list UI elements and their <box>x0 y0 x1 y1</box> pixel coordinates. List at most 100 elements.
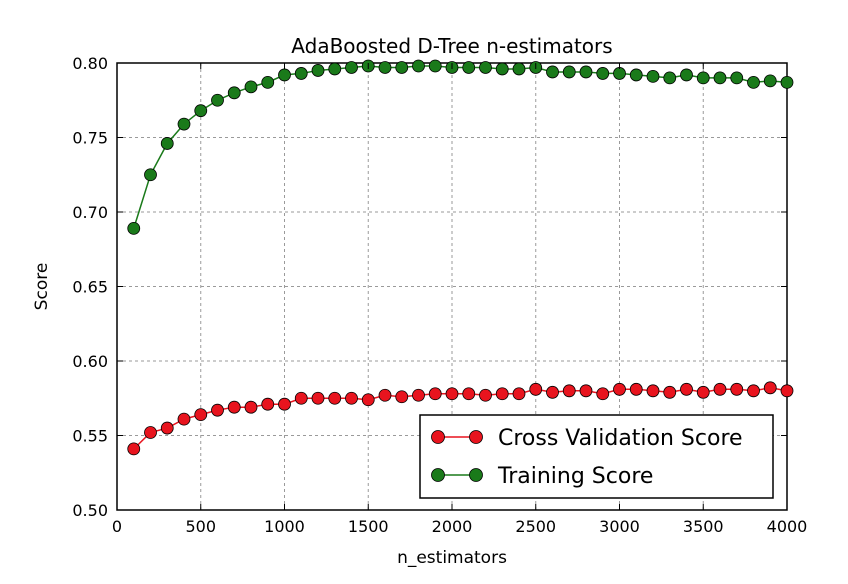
data-point <box>244 80 258 94</box>
data-point <box>730 382 744 396</box>
data-point <box>160 137 174 150</box>
data-point <box>361 393 375 407</box>
data-point <box>412 59 425 73</box>
data-point <box>194 104 208 118</box>
data-point <box>495 387 509 401</box>
data-point <box>412 388 425 402</box>
data-point <box>780 75 794 89</box>
ticks: 0 500 1000 1500 2000 2500 3000 3500 4000 0.50 0.55… <box>72 54 807 536</box>
data-point <box>127 221 141 235</box>
data-point <box>780 384 794 398</box>
data-point <box>579 384 593 398</box>
legend-marker <box>431 430 445 444</box>
series-line <box>133 387 788 450</box>
data-point <box>428 387 442 401</box>
data-point <box>512 62 526 76</box>
legend-marker <box>469 430 483 444</box>
data-point <box>160 421 174 435</box>
data-point <box>512 387 526 401</box>
data-point <box>395 61 409 74</box>
series-layer <box>127 59 794 456</box>
data-point <box>345 61 358 74</box>
x-tick-label: 1500 <box>348 517 389 536</box>
data-point <box>546 65 559 79</box>
data-point <box>696 385 710 399</box>
x-tick-label: 2500 <box>515 517 556 536</box>
legend-marker <box>431 468 445 482</box>
data-point <box>395 390 409 404</box>
x-tick-label: 4000 <box>767 517 808 536</box>
data-point <box>629 68 643 82</box>
x-tick-label: 2000 <box>432 517 473 536</box>
data-point <box>646 384 660 398</box>
series-line <box>133 65 788 229</box>
legend-marker <box>469 468 483 482</box>
y-tick-label: 0.70 <box>72 203 108 222</box>
data-point <box>194 408 208 422</box>
data-point <box>562 65 576 79</box>
y-axis-label: Score <box>32 263 52 311</box>
data-point <box>445 387 459 401</box>
data-point <box>428 59 442 73</box>
y-tick-label: 0.50 <box>72 501 108 520</box>
data-point <box>596 67 610 80</box>
data-point <box>345 391 358 405</box>
data-point <box>177 117 191 131</box>
y-tick-label: 0.55 <box>72 427 108 446</box>
x-axis-label: n_estimators <box>397 548 507 568</box>
chart-title: AdaBoosted D-Tree n-estimators <box>291 34 612 58</box>
data-point <box>596 387 610 401</box>
data-point <box>294 391 308 405</box>
data-point <box>763 74 777 88</box>
y-tick-label: 0.75 <box>72 129 108 148</box>
data-point <box>562 384 576 398</box>
data-point <box>144 168 157 182</box>
data-point <box>479 61 492 74</box>
x-tick-label: 500 <box>185 517 216 536</box>
data-point <box>629 382 643 396</box>
data-point <box>680 382 693 396</box>
data-point <box>747 75 760 89</box>
legend-item: Training Score <box>431 464 653 489</box>
x-tick-label: 1000 <box>264 517 305 536</box>
data-point <box>747 384 760 398</box>
x-tick-label: 0 <box>112 517 122 536</box>
data-point <box>261 397 275 411</box>
data-point <box>278 397 291 411</box>
series-cross-validation-score <box>127 381 794 456</box>
legend-item: Cross Validation Score <box>431 426 743 451</box>
data-point <box>177 412 191 426</box>
data-point <box>579 65 593 79</box>
data-point <box>211 403 224 417</box>
data-point <box>227 86 241 100</box>
data-point <box>529 382 543 396</box>
data-point <box>144 426 157 439</box>
data-point <box>244 400 258 414</box>
data-point <box>713 382 727 396</box>
data-point <box>763 381 777 395</box>
x-tick-label: 3000 <box>599 517 640 536</box>
data-point <box>328 391 342 405</box>
data-point <box>462 61 476 74</box>
data-point <box>261 75 275 89</box>
data-point <box>663 385 677 399</box>
x-tick-label: 3500 <box>683 517 724 536</box>
legend: Cross Validation Score Training Score <box>419 414 774 499</box>
legend-label: Cross Validation Score <box>498 426 743 451</box>
data-point <box>663 71 677 85</box>
legend-box <box>419 414 774 499</box>
data-point <box>311 391 325 405</box>
data-point <box>479 388 492 402</box>
data-point <box>211 93 224 107</box>
data-point <box>294 67 308 80</box>
data-point <box>328 62 342 76</box>
y-tick-label: 0.80 <box>72 54 108 73</box>
data-point <box>613 67 626 80</box>
data-point <box>278 68 291 82</box>
data-point <box>378 61 392 74</box>
data-point <box>127 442 141 456</box>
y-tick-label: 0.65 <box>72 278 108 297</box>
data-point <box>546 385 559 399</box>
data-point <box>462 387 476 401</box>
